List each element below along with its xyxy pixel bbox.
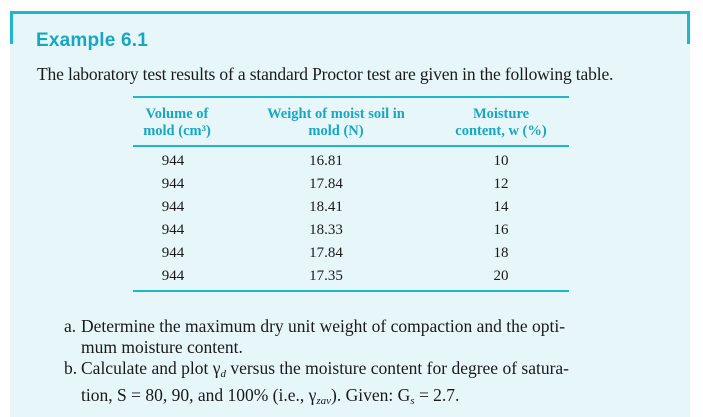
cell-volume: 944	[161, 153, 185, 169]
table-top-rule	[133, 96, 569, 98]
header-moisture-line1: Moisture	[472, 106, 530, 122]
cell-moisture: 10	[493, 153, 509, 169]
question-b-line1: Calculate and plot γd versus the moistur…	[81, 358, 570, 380]
cell-volume: 944	[161, 268, 185, 284]
cell-weight: 18.33	[309, 222, 343, 238]
cell-moisture: 16	[493, 222, 509, 238]
question-a-line2: mum moisture content.	[81, 336, 243, 357]
header-volume-line1: Volume of	[145, 106, 209, 122]
table-header-rule	[133, 145, 569, 147]
cell-weight: 17.35	[309, 268, 343, 284]
header-volume: Volume of mold (cm³)	[133, 106, 221, 140]
example-panel	[10, 11, 690, 417]
cell-moisture: 14	[493, 199, 509, 215]
table-bottom-rule	[133, 290, 569, 292]
question-b-label: b.	[64, 358, 78, 378]
cell-moisture: 20	[493, 268, 509, 284]
header-volume-line2: mold (cm³)	[143, 123, 211, 139]
cell-volume: 944	[161, 222, 185, 238]
cell-weight: 17.84	[309, 245, 343, 261]
header-weight-line2: mold (N)	[308, 123, 364, 139]
header-weight-line1: Weight of moist soil in	[267, 106, 405, 122]
header-moisture: Moisture content, w (%)	[439, 106, 563, 140]
question-a-label: a.	[64, 316, 77, 336]
cell-weight: 18.41	[309, 199, 343, 215]
panel-right-accent	[687, 11, 690, 44]
cell-volume: 944	[161, 199, 185, 215]
cell-weight: 16.81	[309, 153, 343, 169]
header-weight: Weight of moist soil in mold (N)	[243, 106, 429, 140]
example-title: Example 6.1	[36, 30, 149, 51]
panel-top-border	[10, 11, 690, 14]
cell-weight: 17.84	[309, 176, 343, 192]
question-b-line2: tion, S = 80, 90, and 100% (i.e., γzav).…	[81, 384, 460, 407]
cell-volume: 944	[161, 245, 185, 261]
cell-moisture: 12	[493, 176, 509, 192]
header-moisture-line2: content, w (%)	[455, 123, 547, 139]
panel-left-accent	[10, 11, 13, 44]
question-b-text: Calculate and plot γd versus the moistur…	[81, 358, 671, 411]
cell-moisture: 18	[493, 245, 509, 261]
example-intro: The laboratory test results of a standar…	[37, 64, 614, 84]
question-a-text: Determine the maximum dry unit weight of…	[81, 316, 671, 357]
question-a-line1: Determine the maximum dry unit weight of…	[81, 316, 566, 336]
cell-volume: 944	[161, 176, 185, 192]
